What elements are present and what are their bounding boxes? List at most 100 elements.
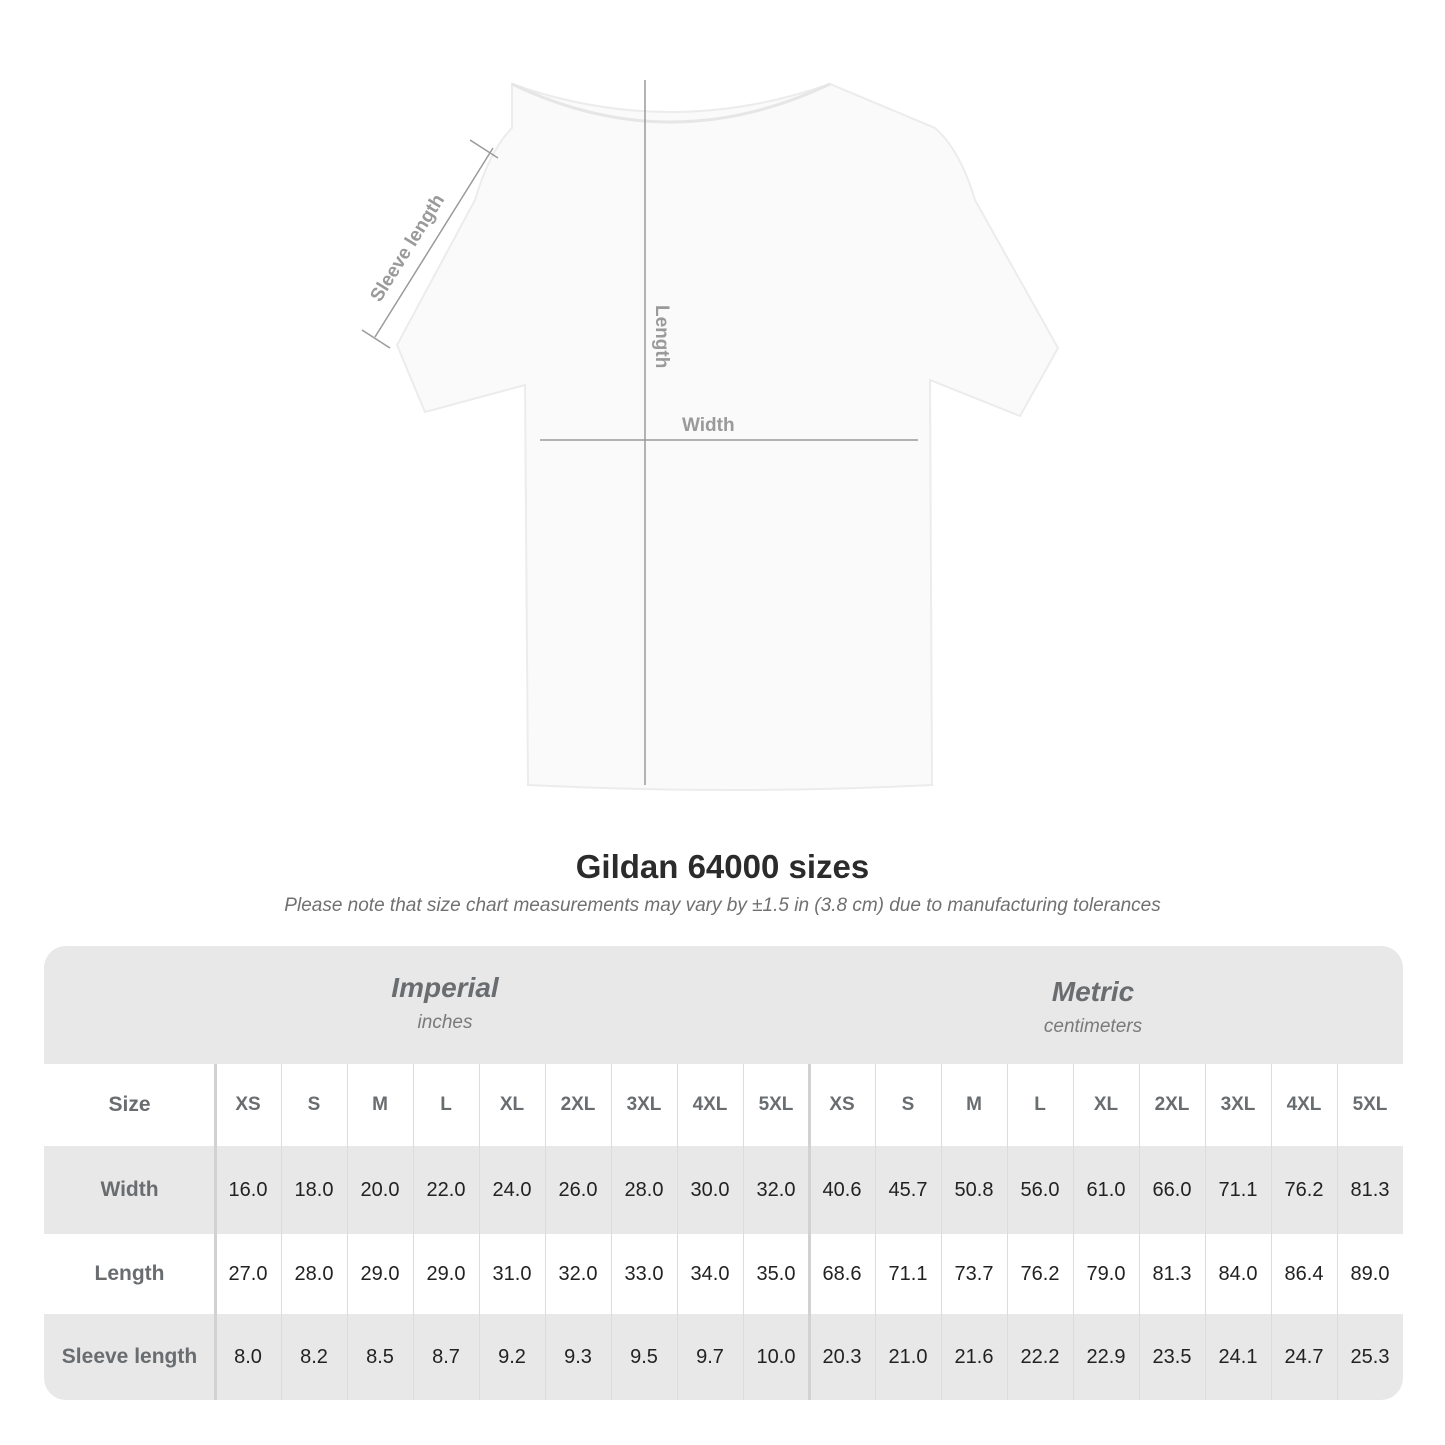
table-cell: 30.0	[690, 1178, 730, 1201]
table-cell: 81.3	[1350, 1178, 1390, 1201]
table-cell: 18.0	[294, 1178, 334, 1201]
table-cell: 8.5	[366, 1345, 394, 1368]
table-cell: 8.0	[234, 1345, 262, 1368]
table-cell: 34.0	[690, 1262, 730, 1285]
table-cell: 8.2	[300, 1345, 328, 1368]
table-cell: 9.2	[498, 1345, 526, 1368]
page-title: Gildan 64000 sizes	[575, 848, 870, 885]
table-cell: 71.1	[1218, 1178, 1258, 1201]
row-label: Sleeve length	[61, 1345, 198, 1368]
table-cell: 20.0	[360, 1178, 400, 1201]
size-header-imperial: XL	[499, 1094, 525, 1115]
table-row: Length 27.0 28.0 29.0 29.0 31.0 32.0 33.0 34.0 35…	[44, 1234, 1403, 1314]
imperial-group: Imperial inches	[215, 946, 675, 1064]
table-cell: 22.2	[1020, 1345, 1060, 1368]
metric-unit: centimeters	[1043, 1016, 1143, 1037]
table-cell: 9.7	[696, 1345, 724, 1368]
imperial-unit: inches	[417, 1012, 473, 1033]
size-header-imperial: 4XL	[692, 1094, 728, 1115]
table-cell: 9.3	[564, 1345, 592, 1368]
table-cell: 28.0	[294, 1262, 334, 1285]
table-cell: 21.0	[888, 1345, 928, 1368]
table-cell: 9.5	[630, 1345, 658, 1368]
row-label: Length	[94, 1262, 165, 1285]
table-cell: 21.6	[954, 1345, 994, 1368]
table-cell: 45.7	[888, 1178, 928, 1201]
column-divider	[479, 1064, 480, 1400]
column-divider	[677, 1064, 678, 1400]
table-cell: 24.0	[492, 1178, 532, 1201]
column-divider	[808, 1064, 811, 1400]
table-cell: 68.6	[822, 1262, 862, 1285]
column-divider	[743, 1064, 744, 1400]
table-cell: 32.0	[558, 1262, 598, 1285]
column-divider	[1337, 1064, 1338, 1400]
row-band	[44, 1314, 1403, 1400]
metric-title: Metric	[1051, 976, 1135, 1007]
row-band	[44, 1146, 1403, 1234]
table-cell: 61.0	[1086, 1178, 1126, 1201]
table-cell: 79.0	[1086, 1262, 1126, 1285]
table-cell: 28.0	[624, 1178, 664, 1201]
size-header-imperial: L	[440, 1094, 452, 1115]
table-cell: 26.0	[558, 1178, 598, 1201]
table-cell: 22.0	[426, 1178, 466, 1201]
width-label: Width	[682, 415, 735, 436]
size-header-metric: 2XL	[1154, 1094, 1190, 1115]
table-cell: 89.0	[1350, 1262, 1390, 1285]
size-header-label: Size	[108, 1093, 151, 1116]
table-cell: 24.1	[1218, 1345, 1258, 1368]
table-cell: 32.0	[756, 1178, 796, 1201]
table-cell: 20.3	[822, 1345, 862, 1368]
table-cell: 35.0	[756, 1262, 796, 1285]
column-divider	[1139, 1064, 1140, 1400]
column-divider	[1205, 1064, 1206, 1400]
size-header-metric: 3XL	[1220, 1094, 1256, 1115]
table-row: Width 16.0 18.0 20.0 22.0 24.0 26.0 28.0 30.0 32.…	[44, 1146, 1403, 1234]
size-header-imperial: S	[307, 1094, 321, 1115]
table-cell: 22.9	[1086, 1345, 1126, 1368]
column-divider	[941, 1064, 942, 1400]
size-header-metric: XL	[1093, 1094, 1119, 1115]
table-cell: 10.0	[756, 1345, 796, 1368]
imperial-title: Imperial	[391, 972, 499, 1003]
table-cell: 86.4	[1284, 1262, 1324, 1285]
column-divider	[1073, 1064, 1074, 1400]
column-divider	[214, 1064, 217, 1400]
table-cell: 66.0	[1152, 1178, 1192, 1201]
row-label: Width	[100, 1178, 159, 1201]
table-cell: 8.7	[432, 1345, 460, 1368]
column-divider	[875, 1064, 876, 1400]
metric-group: Metric centimeters	[859, 946, 1327, 1064]
tshirt-shape	[395, 82, 1060, 791]
size-header-metric: XS	[829, 1094, 855, 1115]
tshirt-illustration: Width Length Sleeve length	[361, 80, 1060, 791]
tolerance-note: Please note that size chart measurements…	[284, 895, 1161, 916]
table-cell: 40.6	[822, 1178, 862, 1201]
table-cell: 73.7	[954, 1262, 994, 1285]
size-header-metric: L	[1034, 1094, 1046, 1115]
table-cell: 33.0	[624, 1262, 664, 1285]
table-cell: 24.7	[1284, 1345, 1324, 1368]
size-header-imperial: 2XL	[560, 1094, 596, 1115]
table-cell: 23.5	[1152, 1345, 1192, 1368]
header-band	[44, 946, 1403, 1064]
size-header-metric: M	[966, 1094, 982, 1115]
length-label: Length	[651, 305, 672, 368]
collar	[511, 82, 831, 124]
size-header-imperial: M	[372, 1094, 388, 1115]
size-header-metric: 4XL	[1286, 1094, 1322, 1115]
column-divider	[281, 1064, 282, 1400]
table-cell: 27.0	[228, 1262, 268, 1285]
column-divider	[1007, 1064, 1008, 1400]
size-header-imperial: XS	[235, 1094, 261, 1115]
table-cell: 56.0	[1020, 1178, 1060, 1201]
size-header-row: Size XS S M L XL 2XL 3XL 4XL 5XL XS S M L XL 2XL 3XL 4XL 5…	[44, 1064, 1403, 1146]
table-cell: 81.3	[1152, 1262, 1192, 1285]
table-cell: 76.2	[1020, 1262, 1060, 1285]
table-cell: 16.0	[228, 1178, 268, 1201]
size-table: Imperial inches Metric centimeters Size X…	[44, 946, 1403, 1400]
size-header-imperial: 5XL	[758, 1094, 794, 1115]
column-divider	[413, 1064, 414, 1400]
table-cell: 84.0	[1218, 1262, 1258, 1285]
